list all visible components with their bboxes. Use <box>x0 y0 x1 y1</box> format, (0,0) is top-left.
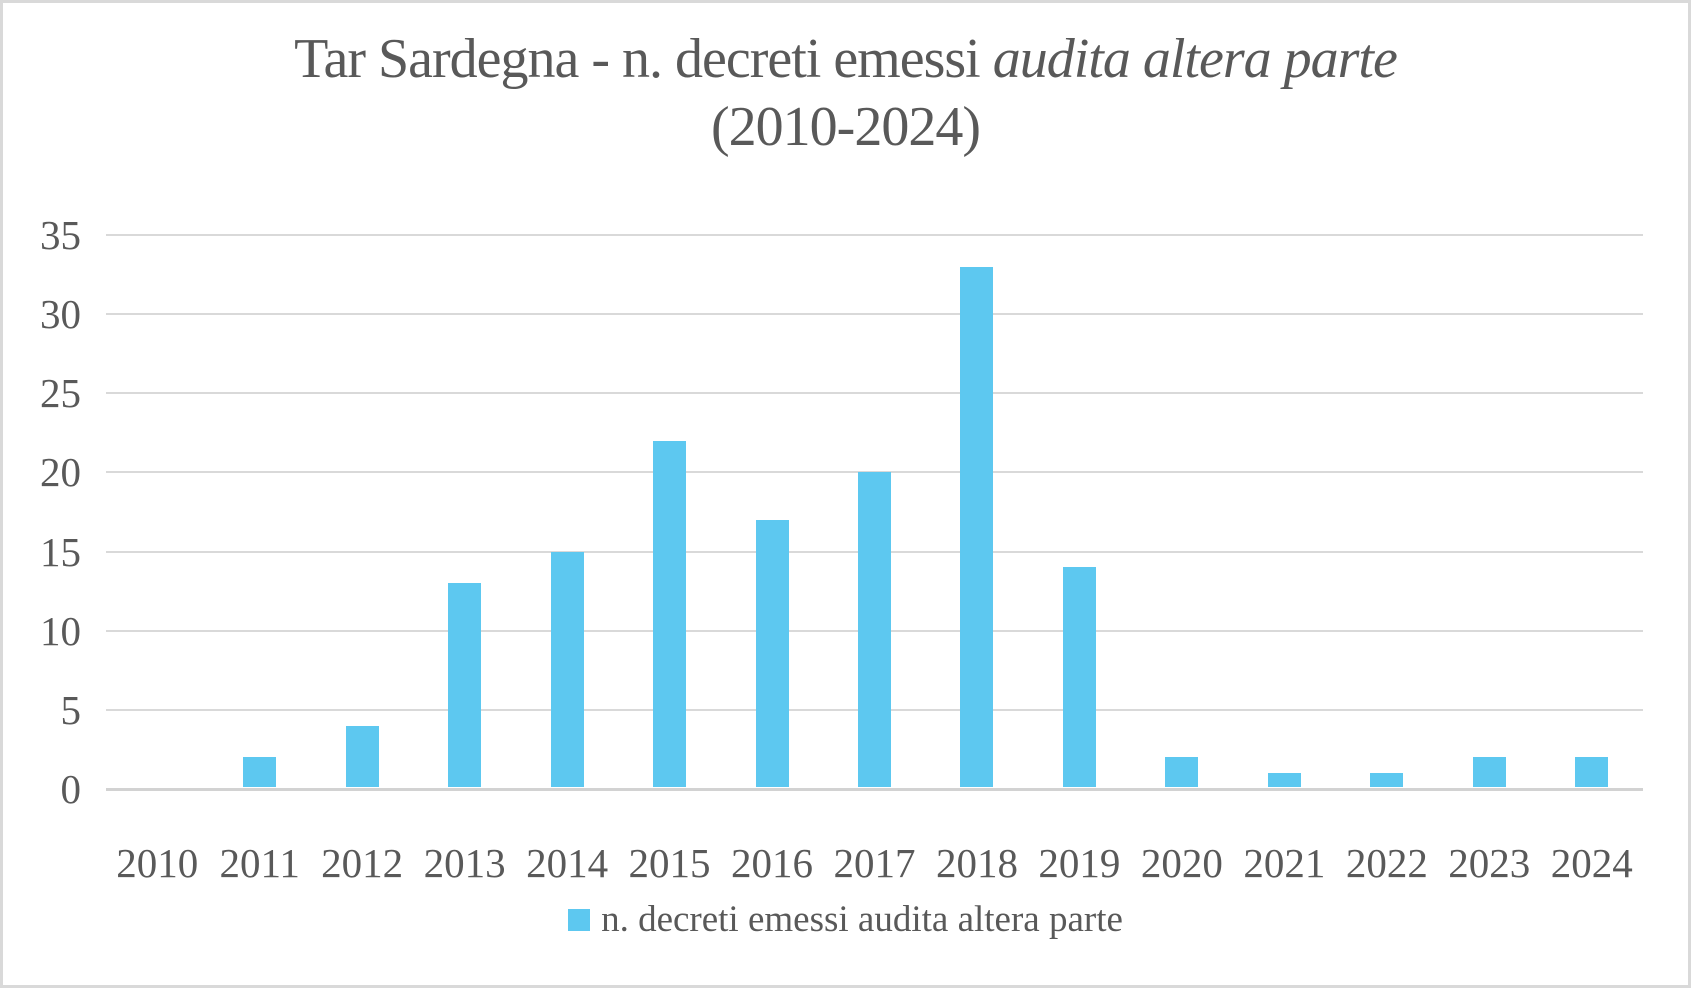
x-tick-label: 2010 <box>116 840 199 886</box>
plot-area: 0 5 10 15 20 25 30 35 2010 2011 2012 2013 2014 2015 20… <box>3 3 1688 985</box>
gridline <box>106 234 1643 236</box>
y-tick-label: 5 <box>60 686 82 733</box>
y-tick-label: 35 <box>40 212 81 258</box>
chart-title-italic: audita altera parte <box>992 28 1398 90</box>
x-tick-label: 2022 <box>1345 840 1428 886</box>
bar-2018 <box>960 266 994 788</box>
x-tick-label: 2023 <box>1448 840 1531 886</box>
gridline <box>106 392 1643 395</box>
x-tick-label: 2021 <box>1243 840 1326 886</box>
bar-2016 <box>755 519 789 788</box>
chart-title: Tar Sardegna - n. decreti emessi audita … <box>3 25 1688 162</box>
bar-2020 <box>1165 757 1199 788</box>
bar-2019 <box>1062 567 1096 788</box>
legend: n. decreti emessi audita altera parte <box>3 901 1688 938</box>
y-tick-label: 15 <box>40 528 81 575</box>
x-tick-label: 2024 <box>1550 840 1633 886</box>
bar-2023 <box>1472 757 1506 788</box>
legend-swatch <box>568 908 591 931</box>
chart-title-main: Tar Sardegna - n. decreti emessi <box>294 28 993 90</box>
y-tick-label: 20 <box>40 449 81 496</box>
x-tick-label: 2020 <box>1140 840 1223 886</box>
x-tick-label: 2018 <box>935 840 1018 886</box>
y-tick-label: 0 <box>60 766 82 812</box>
x-tick-label: 2012 <box>321 840 404 886</box>
bar-2022 <box>1370 773 1404 788</box>
bar-2024 <box>1575 757 1609 788</box>
x-tick-label: 2013 <box>423 840 506 886</box>
x-tick-label: 2014 <box>526 840 609 886</box>
bar-2012 <box>345 725 379 788</box>
bar-2017 <box>858 472 891 788</box>
y-tick-label: 30 <box>40 291 81 338</box>
bar-2011 <box>243 757 277 788</box>
x-tick-label: 2011 <box>219 840 300 886</box>
y-tick-label: 10 <box>40 607 81 654</box>
bar-2015 <box>653 440 687 788</box>
x-tick-label: 2015 <box>628 840 711 886</box>
x-tick-label: 2017 <box>833 840 916 886</box>
x-tick-label: 2016 <box>731 840 814 886</box>
x-axis-line <box>106 787 1643 791</box>
bar-2013 <box>448 583 482 788</box>
x-tick-label: 2019 <box>1038 840 1121 886</box>
y-tick-label: 25 <box>40 370 81 417</box>
gridline <box>106 313 1643 316</box>
bar-2014 <box>550 551 584 788</box>
legend-label: n. decreti emessi audita altera parte <box>601 899 1123 940</box>
bar-2021 <box>1267 773 1301 788</box>
chart-title-line2: (2010-2024) <box>711 96 981 159</box>
